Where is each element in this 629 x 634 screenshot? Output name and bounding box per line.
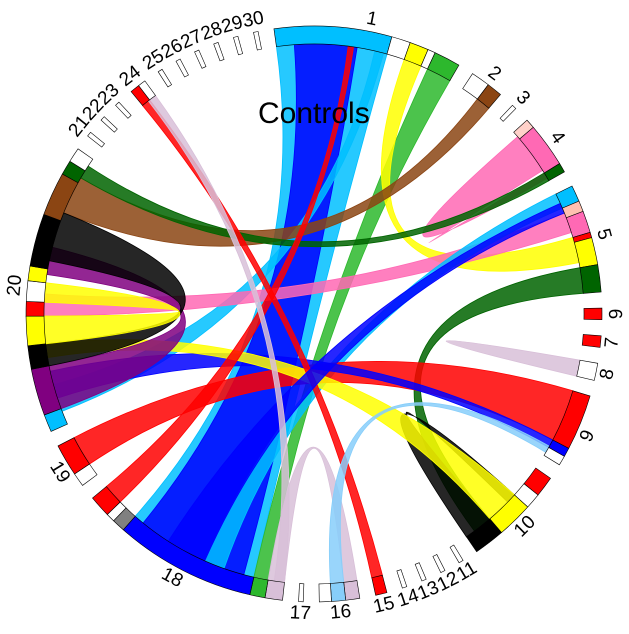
sector-8-segment-0	[576, 359, 599, 381]
sector-5-segment-5	[579, 264, 602, 294]
sector-label-20: 20	[3, 274, 26, 297]
sector-26-segment-0	[175, 58, 189, 78]
sector-21-segment-0	[87, 131, 105, 148]
sector-25-segment-0	[157, 68, 173, 88]
sector-29-segment-0	[233, 35, 244, 56]
sector-18-segment-5	[92, 486, 121, 515]
sector-9-segment-2	[543, 447, 565, 466]
sector-30-segment-0	[253, 31, 262, 51]
sector-label-30: 30	[241, 7, 266, 32]
sector-6-segment-0	[583, 307, 603, 321]
sector-27-segment-0	[194, 49, 207, 69]
sector-label-1: 1	[365, 8, 379, 31]
sector-18-segment-0	[264, 579, 285, 601]
sector-label-3: 3	[512, 87, 534, 109]
sector-label-8: 8	[596, 367, 619, 382]
sector-10-segment-3	[466, 518, 502, 553]
sector-16-segment-0	[343, 580, 361, 601]
sector-13-segment-0	[414, 562, 427, 582]
diagram-title: Controls	[258, 97, 370, 130]
sector-label-16: 16	[329, 601, 352, 624]
sector-12-segment-0	[432, 554, 446, 573]
sector-16-segment-2	[318, 583, 332, 603]
sector-label-4: 4	[546, 127, 569, 148]
sector-19-segment-1	[57, 437, 90, 475]
sector-24-segment-1	[138, 80, 156, 101]
sector-label-9: 9	[576, 427, 599, 445]
sector-2-segment-1	[476, 84, 501, 109]
sector-label-15: 15	[371, 593, 396, 618]
ribbons-layer	[43, 43, 584, 584]
sector-label-17: 17	[289, 602, 311, 624]
sector-label-6: 6	[604, 309, 625, 320]
sector-28-segment-0	[213, 42, 225, 62]
sector-3-segment-0	[499, 104, 517, 122]
sector-23-segment-0	[115, 101, 132, 119]
sector-14-segment-0	[396, 569, 408, 589]
sector-17-segment-0	[298, 583, 305, 603]
sector-1-segment-4	[427, 52, 460, 82]
sector-20-segment-2	[27, 343, 50, 370]
sector-20-segment-3	[25, 315, 46, 347]
sector-7-segment-0	[581, 334, 602, 348]
sector-20-segment-5	[25, 280, 47, 303]
sector-15-segment-0	[371, 574, 388, 596]
sector-20-segment-10	[69, 148, 94, 172]
sector-20-segment-4	[25, 301, 45, 317]
sector-4-segment-2	[543, 163, 565, 182]
sector-22-segment-0	[100, 116, 118, 133]
sector-label-2: 2	[484, 62, 505, 85]
sector-16-segment-1	[330, 582, 347, 602]
sector-ring	[25, 25, 603, 603]
sector-11-segment-0	[449, 544, 464, 564]
sector-label-7: 7	[601, 336, 623, 349]
sector-label-5: 5	[592, 226, 615, 242]
